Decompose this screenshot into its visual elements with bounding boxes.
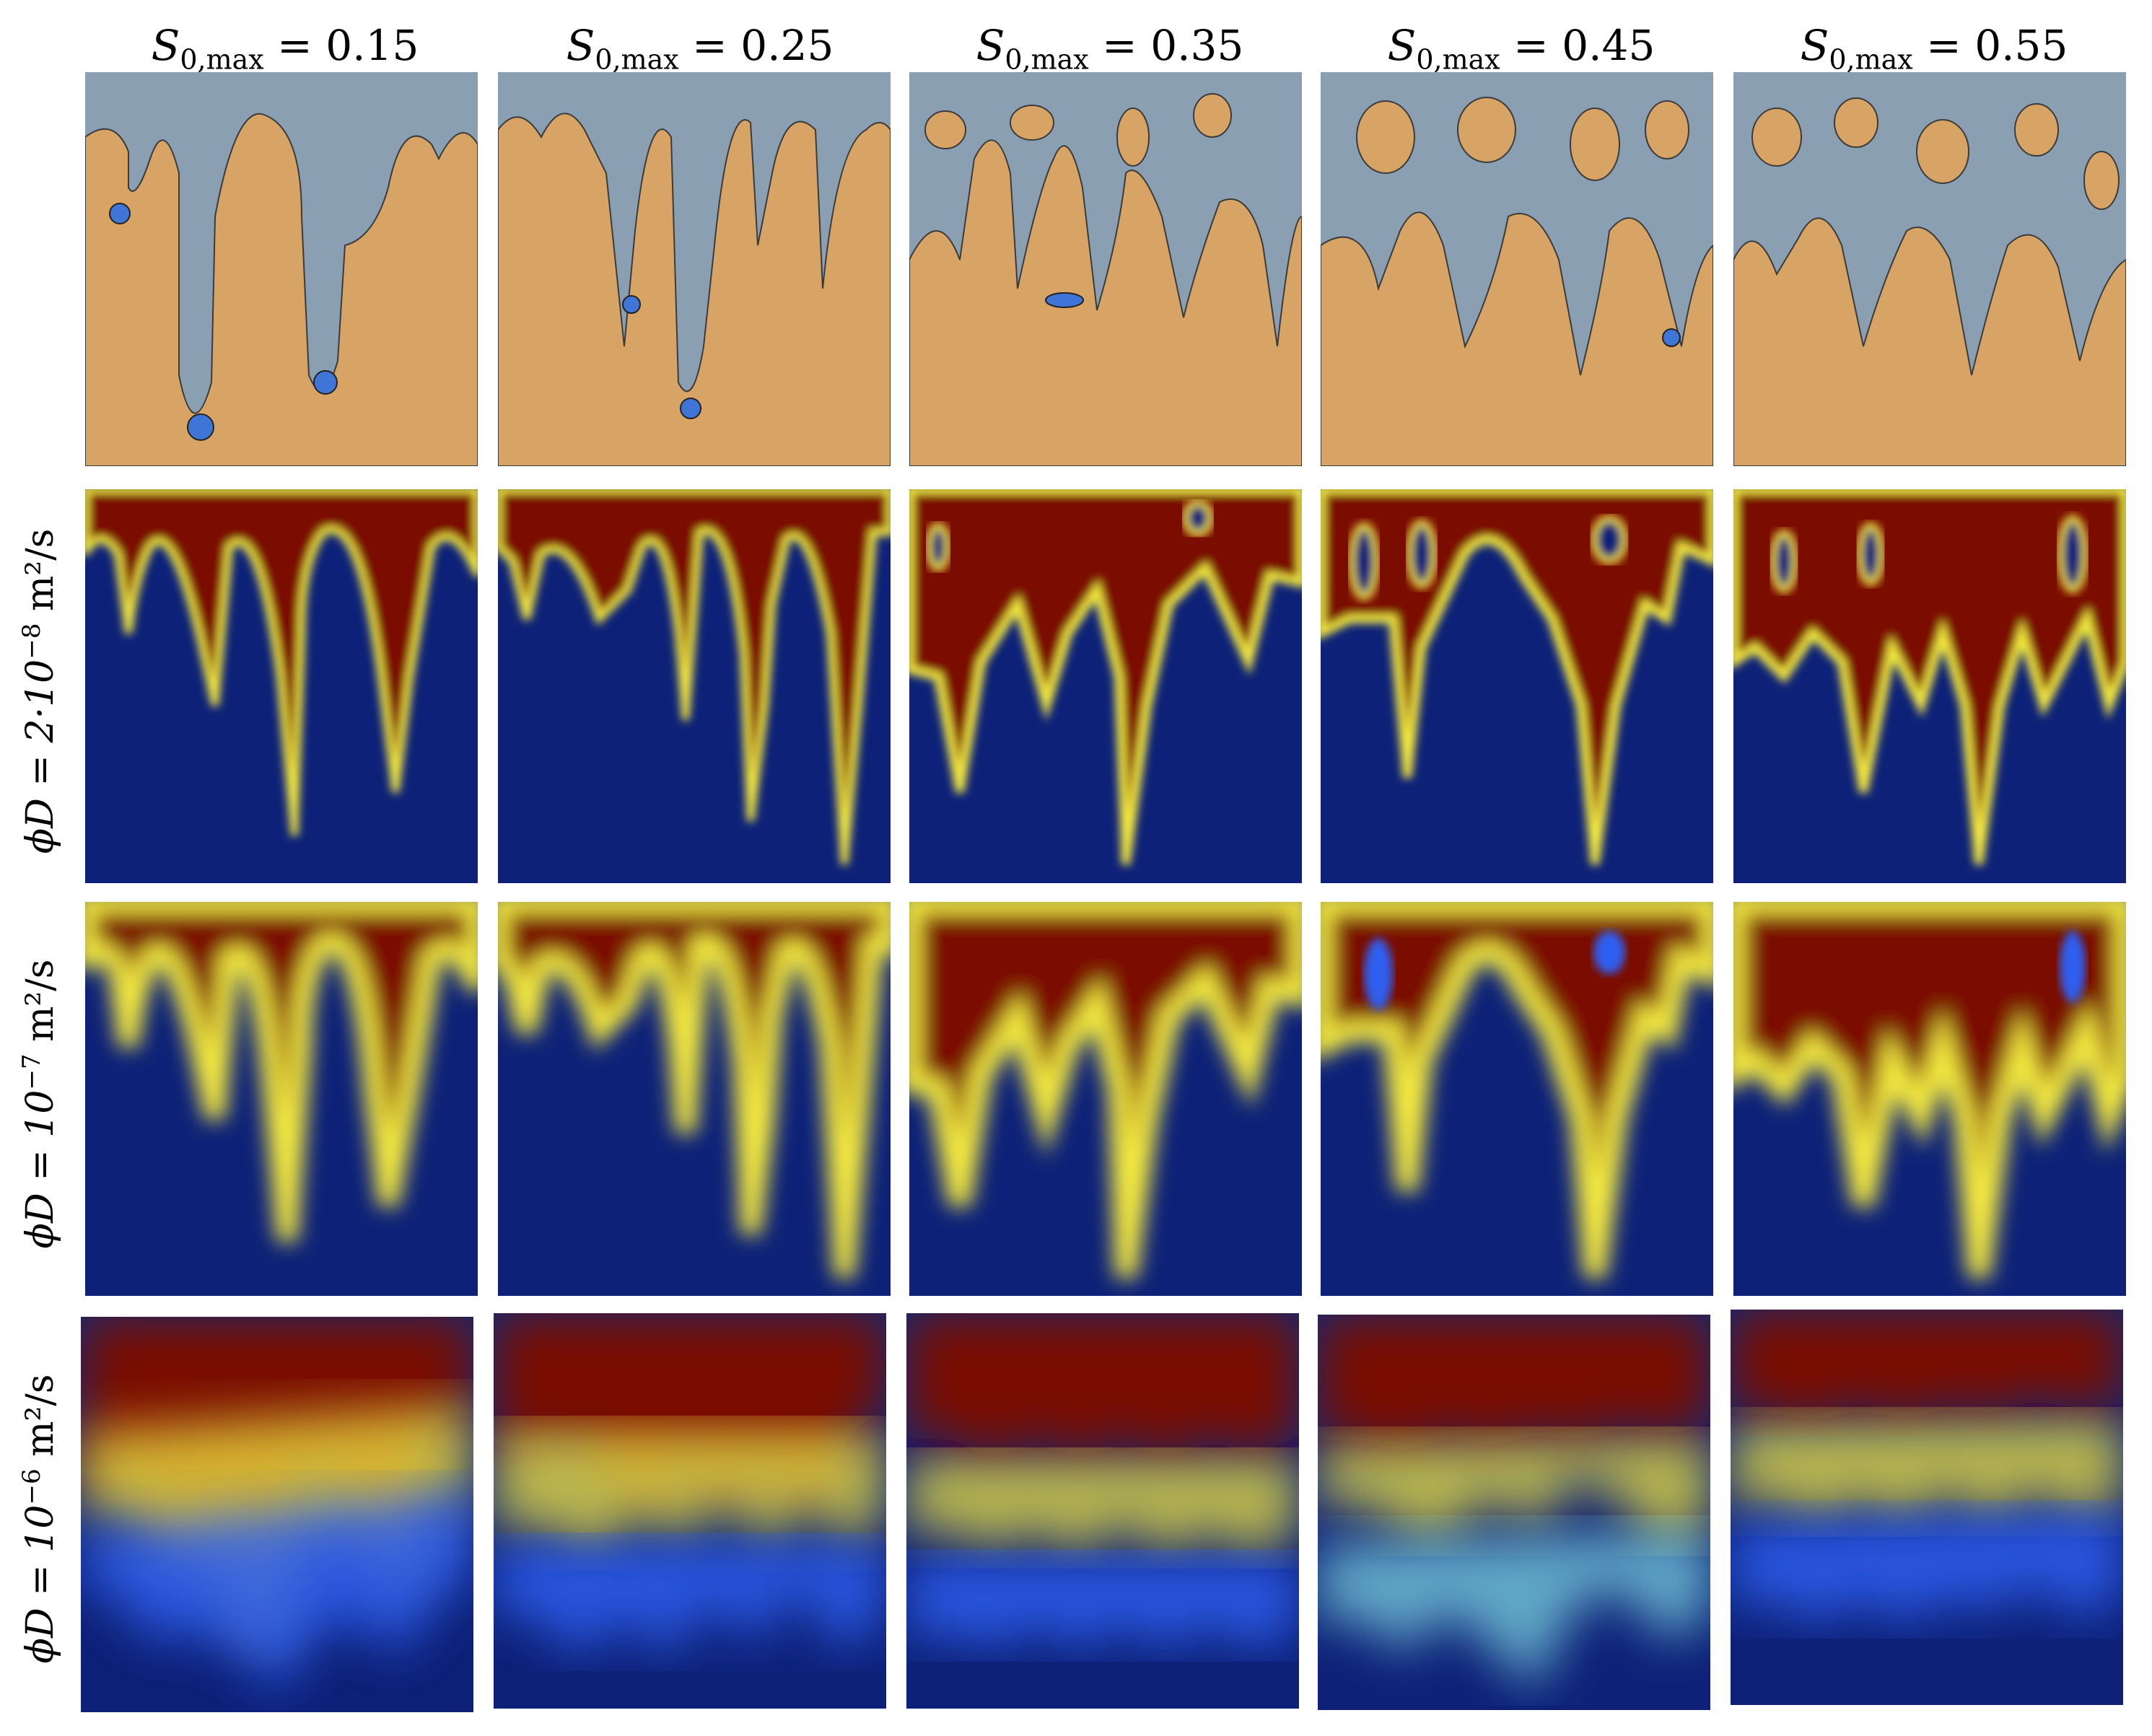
concentration-map-panel xyxy=(85,489,478,883)
saturation-map-panel xyxy=(909,72,1302,466)
column-title: S0,max = 0.45 xyxy=(1387,21,1655,76)
concentration-map-panel xyxy=(498,489,891,883)
concentration-map-panel xyxy=(909,902,1302,1296)
concentration-map-panel xyxy=(909,489,1302,883)
concentration-map-panel xyxy=(1733,489,2126,883)
concentration-map-panel xyxy=(1731,1310,2123,1705)
column-title: S0,max = 0.15 xyxy=(151,21,419,76)
concentration-map-panel xyxy=(81,1317,473,1712)
concentration-map-panel xyxy=(494,1313,886,1709)
concentration-map-panel xyxy=(1733,902,2126,1296)
row-label: ϕD = 10−7 m²/s xyxy=(17,959,63,1249)
row-label: ϕD = 10−6 m²/s xyxy=(17,1374,63,1664)
saturation-map-panel xyxy=(1733,72,2126,466)
concentration-map-panel xyxy=(1321,902,1713,1296)
concentration-map-panel xyxy=(85,902,478,1296)
column-title: S0,max = 0.55 xyxy=(1800,21,2068,76)
column-title: S0,max = 0.25 xyxy=(566,21,834,76)
row-label: ϕD = 2·10−8 m²/s xyxy=(17,528,63,854)
concentration-map-panel xyxy=(1318,1315,1710,1710)
column-title: S0,max = 0.35 xyxy=(976,21,1244,76)
saturation-map-panel xyxy=(498,72,891,466)
concentration-map-panel xyxy=(1321,489,1713,883)
saturation-map-panel xyxy=(85,72,478,466)
concentration-map-panel xyxy=(906,1313,1299,1709)
saturation-map-panel xyxy=(1321,72,1713,466)
concentration-map-panel xyxy=(498,902,891,1296)
